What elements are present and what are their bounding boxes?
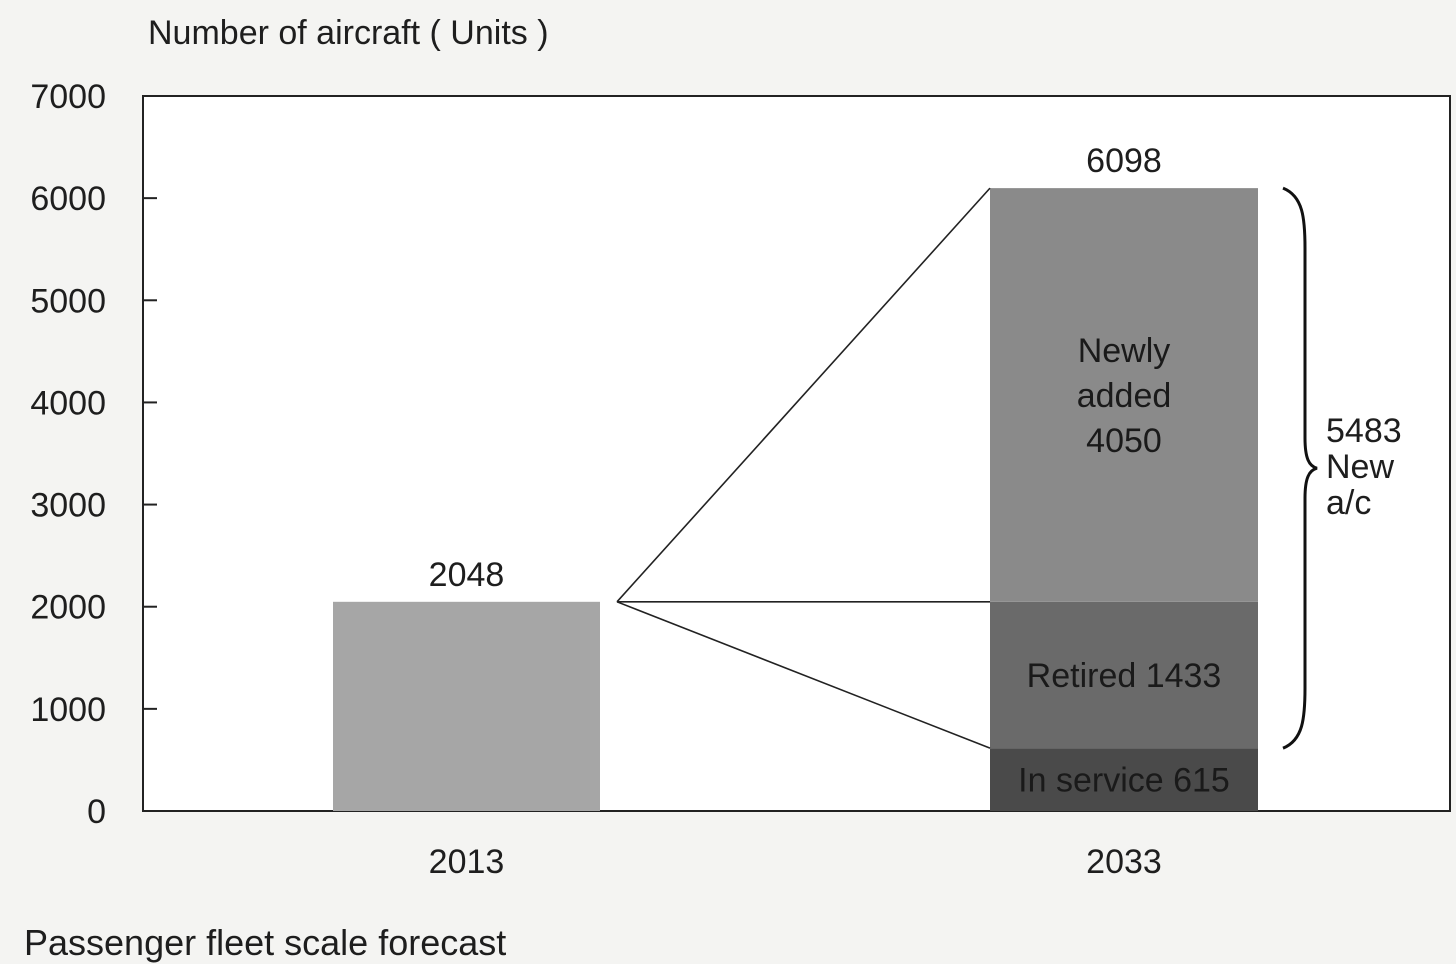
brace-annotation-label: 5483: [1326, 412, 1402, 450]
newly-added-label: added: [1077, 377, 1172, 415]
y-tick-label: 6000: [30, 180, 106, 218]
newly-added-label: 4050: [1086, 422, 1162, 460]
bar-2013-total-label: 2048: [429, 556, 505, 594]
y-tick-label: 7000: [30, 78, 106, 116]
bar-2033-total-label: 6098: [1086, 142, 1162, 180]
y-tick-label: 4000: [30, 384, 106, 422]
retired-label: Retired 1433: [1027, 657, 1222, 695]
newly-added-label: Newly: [1078, 332, 1171, 370]
new-aircraft-brace: [1282, 186, 1318, 750]
x-category-label: 2013: [429, 843, 505, 881]
y-axis-label: Number of aircraft ( Units ): [148, 14, 549, 52]
y-tick-label: 3000: [30, 487, 106, 525]
y-tick-label: 5000: [30, 282, 106, 320]
in-service-label: In service 615: [1018, 762, 1230, 800]
projection-line-top: [616, 187, 991, 603]
brace-annotation-label: a/c: [1326, 484, 1371, 522]
bar-2033-newly-added: [990, 188, 1258, 602]
y-tick-label: 0: [87, 793, 106, 831]
bar-2033-in-service: [990, 748, 1258, 811]
y-tick-label: 2000: [30, 589, 106, 627]
y-tick-label: 1000: [30, 691, 106, 729]
bar-2013: [333, 601, 600, 811]
projection-line-bottom: [616, 601, 991, 749]
x-category-label: 2033: [1086, 843, 1162, 881]
chart-caption: Passenger fleet scale forecast: [24, 922, 507, 963]
brace-annotation-label: New: [1326, 448, 1394, 486]
bar-2033-retired: [990, 601, 1258, 749]
